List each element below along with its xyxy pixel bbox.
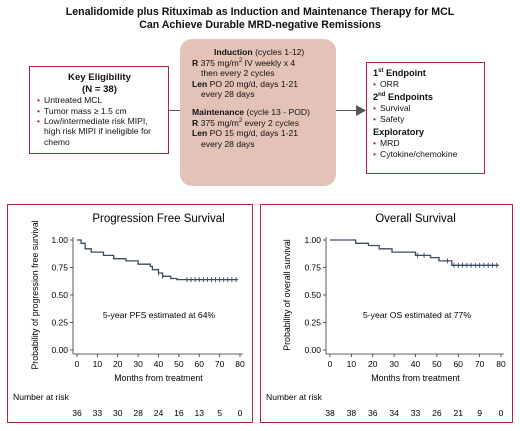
eligibility-heading: Key Eligibility (68, 72, 131, 83)
treatment-box: Induction (cycles 1-12) R 375 mg/m2 IV w… (180, 39, 336, 186)
first-endpoint-item: ORR (373, 79, 478, 90)
maint-r-label: R (192, 117, 199, 128)
endpoints-box: 1st Endpoint ORR 2nd Endpoints Survival … (366, 62, 485, 174)
y-tick-label: 0.50 (51, 290, 68, 300)
x-tick-label: 60 (454, 359, 464, 369)
y-tick-label: 0.25 (304, 318, 321, 328)
at-risk-count: 28 (133, 408, 143, 418)
os-chart: Overall Survival 0.00 0.25 0.50 0.75 1.00 0 10 2… (266, 213, 506, 418)
at-risk-count: 33 (93, 408, 103, 418)
title-line-1: Lenalidomide plus Rituximab as Induction… (65, 6, 455, 18)
induction-r-label: R (192, 57, 199, 68)
arrow-to-treatment (169, 110, 180, 111)
second-endpoint-heading: 2nd Endpoints (373, 92, 433, 103)
exploratory-item: MRD (373, 138, 478, 149)
at-risk-count: 9 (477, 408, 482, 418)
eligibility-item: Tumor mass ≥ 1.5 cm (37, 106, 162, 117)
at-risk-count: 0 (238, 408, 243, 418)
y-tick-label: 0.75 (304, 263, 321, 273)
x-axis-label: Months from treatment (114, 373, 203, 383)
induction-r-schedule: then every 2 cycles (201, 68, 275, 79)
y-tick-label: 1.00 (304, 235, 321, 245)
first-endpoint-heading: 1st Endpoint (373, 67, 426, 78)
y-tick-label: 1.00 (51, 235, 68, 245)
at-risk-count: 13 (194, 408, 204, 418)
survival-curve (77, 239, 238, 281)
x-tick-label: 10 (347, 359, 357, 369)
x-tick-label: 40 (411, 359, 421, 369)
maint-r-dose: 375 mg/m (200, 117, 239, 128)
at-risk-count: 0 (499, 408, 504, 418)
at-risk-count: 36 (368, 408, 378, 418)
x-tick-label: 20 (113, 359, 123, 369)
maintenance-label: Maintenance (192, 106, 245, 117)
induction-len-dose: PO 20 mg/d, days 1-21 (209, 78, 299, 89)
at-risk-count: 36 (72, 408, 82, 418)
arrow-to-endpoints (336, 110, 360, 111)
survival-curve (330, 239, 499, 266)
maint-len-label: Len (192, 128, 208, 139)
x-tick-label: 50 (432, 359, 442, 369)
eligibility-item: Untreated MCL (37, 95, 162, 106)
x-tick-label: 40 (154, 359, 164, 369)
os-panel (260, 204, 513, 423)
y-axis-label: Probability of overall survival (282, 239, 292, 351)
arrow-head-icon (356, 105, 366, 116)
x-axis-label: Months from treatment (371, 373, 460, 383)
exploratory-heading: Exploratory (373, 127, 425, 138)
second-endpoint-item: Safety (373, 114, 478, 125)
induction-cycles: (cycles 1-12) (255, 47, 305, 57)
at-risk-count: 33 (411, 408, 421, 418)
eligibility-count: (N = 38) (82, 83, 117, 95)
x-tick-label: 70 (475, 359, 485, 369)
x-tick-label: 50 (174, 359, 184, 369)
x-tick-label: 80 (496, 359, 506, 369)
x-tick-label: 10 (93, 359, 103, 369)
at-risk-count: 21 (453, 408, 463, 418)
chart-title: Overall Survival (375, 213, 456, 225)
y-tick-label: 0.00 (304, 345, 321, 355)
at-risk-count: 24 (154, 408, 164, 418)
induction-r-dose: 375 mg/m (200, 57, 239, 68)
at-risk-count: 26 (432, 408, 442, 418)
estimate-annotation: 5-year OS estimated at 77% (363, 310, 471, 320)
number-at-risk-label: Number at risk (266, 392, 323, 402)
at-risk-count: 38 (325, 408, 335, 418)
x-tick-label: 60 (195, 359, 205, 369)
y-tick-label: 0.25 (51, 318, 68, 328)
exploratory-item: Cytokine/chemokine (373, 149, 478, 160)
at-risk-count: 5 (217, 408, 222, 418)
x-tick-label: 30 (389, 359, 399, 369)
figure-title: Lenalidomide plus Rituximab as Induction… (0, 6, 520, 32)
at-risk-count: 34 (389, 408, 399, 418)
at-risk-count: 38 (347, 408, 357, 418)
y-tick-label: 0.50 (304, 290, 321, 300)
induction-len-label: Len (192, 78, 208, 89)
chart-title: Progression Free Survival (92, 213, 224, 225)
y-tick-label: 0.75 (51, 263, 68, 273)
maintenance-cycles: (cycle 13 - POD) (246, 106, 310, 117)
estimate-annotation: 5-year PFS estimated at 64% (103, 310, 216, 320)
induction-len-schedule: every 28 days (201, 89, 255, 100)
x-tick-label: 0 (328, 359, 333, 369)
x-tick-label: 30 (133, 359, 143, 369)
x-tick-label: 80 (235, 359, 245, 369)
at-risk-count: 30 (113, 408, 123, 418)
title-line-2: Can Achieve Durable MRD-negative Remissi… (139, 19, 381, 31)
number-at-risk-label: Number at risk (13, 392, 70, 402)
second-endpoint-item: Survival (373, 103, 478, 114)
x-tick-label: 20 (368, 359, 378, 369)
maint-len-schedule: every 28 days (201, 138, 255, 149)
y-axis-label: Probability of progression free survival (30, 220, 40, 369)
eligibility-item: Low/intermediate risk MIPI, high risk MI… (37, 116, 162, 147)
maint-len-dose: PO 15 mg/d, days 1-21 (209, 128, 299, 139)
x-tick-label: 70 (215, 359, 225, 369)
induction-label: Induction (214, 47, 253, 57)
x-tick-label: 0 (75, 359, 80, 369)
at-risk-count: 16 (174, 408, 184, 418)
y-tick-label: 0.00 (51, 345, 68, 355)
pfs-panel (7, 204, 253, 423)
eligibility-box: Key Eligibility (N = 38) Untreated MCL T… (29, 66, 169, 154)
pfs-chart: Progression Free Survival 0.00 0.25 0.50 0.7… (13, 213, 245, 418)
